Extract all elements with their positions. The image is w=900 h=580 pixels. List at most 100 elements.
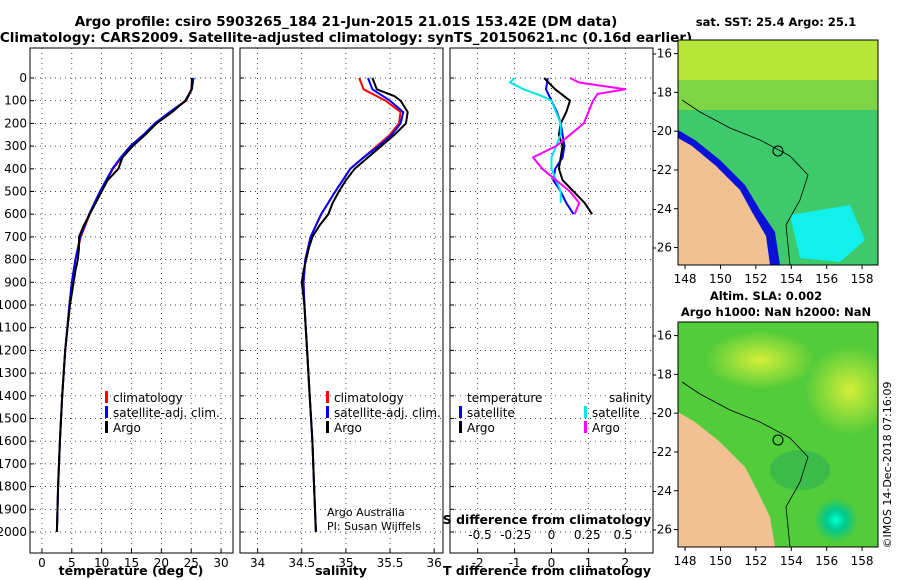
- x-tick-label: 35: [338, 556, 353, 570]
- t-difference-axis-label: T difference from climatology: [443, 563, 651, 578]
- legend-s-satellite-swatch: [584, 406, 587, 418]
- sst-warm-band: [678, 40, 878, 80]
- legend-climatology-swatch: [326, 391, 329, 403]
- depth-tick-label: 200: [4, 116, 27, 130]
- sla-map: [678, 322, 878, 547]
- legend-t-satellite-swatch: [459, 406, 462, 418]
- depth-tick-label: 1700: [0, 457, 27, 471]
- x-tick-label: 34: [250, 556, 265, 570]
- series-climatology: [55, 77, 194, 533]
- x2-tick-label: -0.25: [500, 528, 531, 542]
- legend-s-argo-swatch: [584, 421, 587, 433]
- legend-argo-swatch: [326, 421, 329, 433]
- depth-tick-label: 100: [4, 94, 27, 108]
- x2-tick-label: 0: [548, 528, 556, 542]
- map-lon-label: 154: [780, 272, 803, 286]
- series-satellite-adj-clim-: [302, 77, 405, 533]
- map-lon-label: 148: [674, 554, 697, 568]
- title-line-2: Climatology: CARS2009. Satellite-adjuste…: [0, 30, 692, 46]
- sla-low-eddy: [814, 498, 858, 542]
- sla-map-frame: [677, 321, 879, 548]
- x-tick-label: 36: [427, 556, 442, 570]
- legend-climatology-label: climatology: [334, 391, 404, 405]
- map-lon-label: 150: [709, 272, 732, 286]
- legend-satellite-swatch: [326, 406, 329, 418]
- depth-tick-label: 700: [4, 230, 27, 244]
- credit-line-1: Argo Australia: [327, 506, 405, 519]
- legend-t-argo-label: Argo: [467, 421, 495, 435]
- salinity-legend: climatology satellite-adj. clim. Argo: [326, 391, 441, 435]
- map-tick-layer: -16 -18 -20 -22 -24 -26 148 150 152 154 156 158 -16 -…: [652, 47, 873, 568]
- map-lat-label: -20: [652, 124, 672, 138]
- legend-satellite-swatch: [105, 406, 108, 418]
- sla-high-east: [805, 345, 878, 435]
- x-tick-label: -2: [472, 556, 484, 570]
- x-tick-label: -1: [509, 556, 521, 570]
- map-lon-label: 152: [744, 272, 767, 286]
- depth-tick-label: 500: [4, 185, 27, 199]
- depth-tick-label: 1100: [0, 321, 27, 335]
- s-difference-axis-label: S difference from climatology: [443, 512, 652, 527]
- x2-tick-label: 0.5: [613, 528, 632, 542]
- map-lon-label: 152: [744, 554, 767, 568]
- depth-tick-label: 1000: [0, 298, 27, 312]
- sla-map-title-2: Argo h1000: NaN h2000: NaN: [681, 305, 871, 319]
- x-tick-label: 1: [585, 556, 593, 570]
- map-lon-label: 150: [709, 554, 732, 568]
- sst-shelf-contour: [681, 99, 809, 265]
- sla-land: [678, 412, 775, 547]
- tick-layer: 0100200300400500600700800900100011001200…: [0, 71, 633, 570]
- depth-tick-label: 400: [4, 162, 27, 176]
- x-tick-label: 30: [213, 556, 228, 570]
- legend-salinity-header: salinity: [609, 391, 652, 405]
- imos-watermark: ©IMOS 14-Dec-2018 07:16:09: [881, 382, 894, 549]
- map-lat-label: -22: [652, 445, 672, 459]
- sst-map-title: sat. SST: 25.4 Argo: 25.1: [696, 15, 856, 29]
- x-tick-label: 0: [548, 556, 556, 570]
- x2-tick-label: -0.5: [468, 528, 491, 542]
- map-lon-label: 156: [815, 272, 838, 286]
- x-tick-label: 34.5: [288, 556, 315, 570]
- x-tick-label: 5: [68, 556, 76, 570]
- map-lat-label: -22: [652, 163, 672, 177]
- series-temperature-argo: [543, 77, 593, 215]
- map-lat-label: -24: [652, 202, 672, 216]
- map-lon-label: 158: [851, 554, 874, 568]
- map-lat-label: -18: [652, 85, 672, 99]
- depth-tick-label: 1500: [0, 412, 27, 426]
- sla-low-mid: [770, 450, 830, 490]
- x-tick-label: 25: [184, 556, 199, 570]
- map-lon-label: 156: [815, 554, 838, 568]
- sst-cool-patch: [790, 205, 865, 262]
- depth-tick-label: 2000: [0, 525, 27, 539]
- sla-map-title-1: Altim. SLA: 0.002: [710, 289, 822, 303]
- map-lat-label: -18: [652, 367, 672, 381]
- sst-profile-marker: [772, 145, 784, 157]
- map-lat-label: -26: [652, 523, 672, 537]
- map-lat-label: -26: [652, 241, 672, 255]
- legend-argo-label: Argo: [113, 421, 141, 435]
- series-salinity-argo: [532, 77, 627, 215]
- salinity-axis-label: salinity: [315, 563, 367, 578]
- x-tick-label: 20: [154, 556, 169, 570]
- salinity-panel-frame: [239, 47, 444, 554]
- map-lon-label: 148: [674, 272, 697, 286]
- map-lat-label: -20: [652, 406, 672, 420]
- sla-high-north: [705, 330, 815, 390]
- legend-t-satellite-label: satellite: [467, 406, 515, 420]
- sla-shelf-contour: [681, 381, 809, 547]
- temperature-legend: climatology satellite-adj. clim. Argo: [105, 391, 220, 435]
- legend-s-satellite-label: satellite: [592, 406, 640, 420]
- x-tick-label: 15: [124, 556, 139, 570]
- depth-tick-label: 300: [4, 139, 27, 153]
- map-lat-label: -16: [652, 47, 672, 61]
- sla-profile-marker: [772, 434, 784, 446]
- x-tick-label: 2: [621, 556, 629, 570]
- depth-tick-label: 1900: [0, 502, 27, 516]
- legend-s-argo-label: Argo: [592, 421, 620, 435]
- sst-map-frame: [677, 39, 879, 266]
- sst-map: [678, 40, 878, 265]
- series-argo: [55, 78, 193, 533]
- depth-tick-label: 1600: [0, 434, 27, 448]
